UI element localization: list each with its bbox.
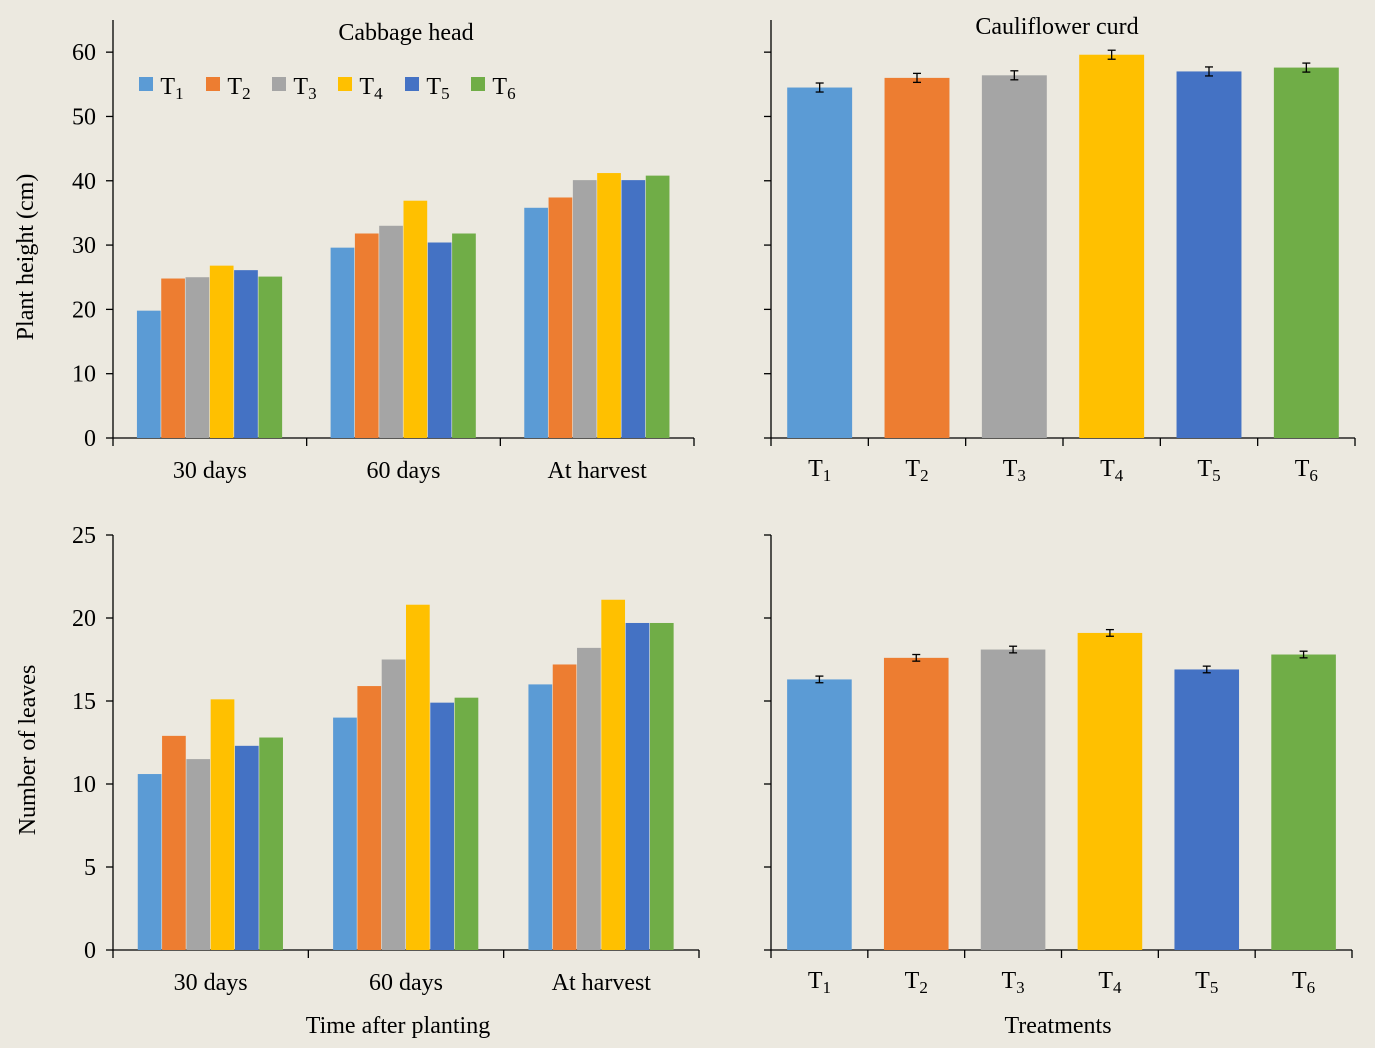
bar xyxy=(625,622,650,950)
bar xyxy=(406,604,430,950)
bar xyxy=(357,686,382,950)
legend-swatch xyxy=(471,77,485,91)
y-tick-label: 0 xyxy=(84,938,96,964)
bar xyxy=(381,659,406,950)
bar xyxy=(234,270,258,438)
bar xyxy=(884,77,950,438)
bar xyxy=(161,278,185,438)
bar xyxy=(572,180,597,438)
y-tick-label: 10 xyxy=(72,772,96,798)
bar xyxy=(1273,67,1339,438)
bar xyxy=(981,75,1047,438)
bar xyxy=(136,310,161,438)
legend-swatch xyxy=(206,77,220,91)
bar xyxy=(403,200,428,438)
bar xyxy=(601,599,626,950)
x-tick-label: 30 days xyxy=(174,970,248,996)
bar xyxy=(980,649,1046,950)
bar xyxy=(1079,54,1145,438)
y-tick-label: 30 xyxy=(72,233,96,259)
bar xyxy=(430,702,454,950)
bar xyxy=(258,276,283,438)
y-tick-label: 10 xyxy=(72,362,96,388)
bar xyxy=(1176,71,1242,438)
bar xyxy=(209,265,234,438)
chart-title-cauliflower: Cauliflower curd xyxy=(975,14,1138,40)
bar xyxy=(528,684,553,950)
chart-cauliflower-leaves: T1 T2 T3 T4 T5 T6 xyxy=(764,534,1353,997)
y-axis-label-leaves: Number of leaves xyxy=(15,665,41,836)
y-tick-label: 0 xyxy=(84,426,96,452)
y-tick-label: 40 xyxy=(72,169,96,195)
y-tick-label: 50 xyxy=(72,104,96,130)
bar xyxy=(452,233,476,438)
x-tick-label: At harvest xyxy=(552,970,652,996)
bar xyxy=(427,242,452,438)
y-tick-label: 15 xyxy=(72,689,96,715)
bar xyxy=(333,717,357,950)
bar xyxy=(645,175,670,438)
legend-swatch xyxy=(139,77,153,91)
bar xyxy=(330,247,355,438)
bar xyxy=(1174,669,1240,950)
bar xyxy=(597,173,621,438)
x-tick-label: 30 days xyxy=(173,458,247,484)
bar xyxy=(186,759,211,950)
bar xyxy=(234,745,259,950)
bar xyxy=(621,180,646,438)
x-axis-label-treatments: Treatments xyxy=(1004,1013,1111,1039)
y-tick-label: 20 xyxy=(72,297,96,323)
bar xyxy=(649,622,674,950)
bar xyxy=(210,699,235,950)
bar xyxy=(577,647,601,950)
bar xyxy=(162,735,186,950)
bar xyxy=(185,277,210,438)
chart-cabbage-plant-height: 0 10 20 30 40 50 60 30 days 60 days At harvest xyxy=(72,20,695,484)
bar xyxy=(548,197,573,438)
bar xyxy=(552,664,577,950)
x-tick-label: At harvest xyxy=(548,458,648,484)
bar xyxy=(137,774,162,950)
bar xyxy=(1271,654,1336,950)
bar xyxy=(259,737,283,950)
legend-swatch xyxy=(272,77,286,91)
x-tick-label: 60 days xyxy=(369,970,443,996)
y-tick-label: 5 xyxy=(84,855,96,881)
bar xyxy=(1077,632,1143,950)
chart-title-cabbage: Cabbage head xyxy=(338,20,473,46)
chart-cabbage-leaves: 0 5 10 15 20 25 30 days 60 days At harvest xyxy=(72,523,700,996)
bar xyxy=(454,697,479,950)
x-axis-label-time: Time after planting xyxy=(306,1013,490,1039)
y-tick-label: 25 xyxy=(72,523,96,549)
bar xyxy=(787,679,852,950)
y-axis-label-plant-height: Plant height (cm) xyxy=(13,174,39,341)
chart-cauliflower-plant-height: T1 T2 T3 T4 T5 T6 xyxy=(764,20,1356,485)
legend-swatch xyxy=(338,77,352,91)
bar xyxy=(787,87,853,439)
legend-swatch xyxy=(405,77,419,91)
y-tick-label: 60 xyxy=(72,40,96,66)
bar xyxy=(883,657,949,950)
bar xyxy=(524,207,548,438)
x-tick-label: 60 days xyxy=(367,458,441,484)
bar xyxy=(379,225,403,438)
bar xyxy=(354,233,379,438)
y-tick-label: 20 xyxy=(72,606,96,632)
